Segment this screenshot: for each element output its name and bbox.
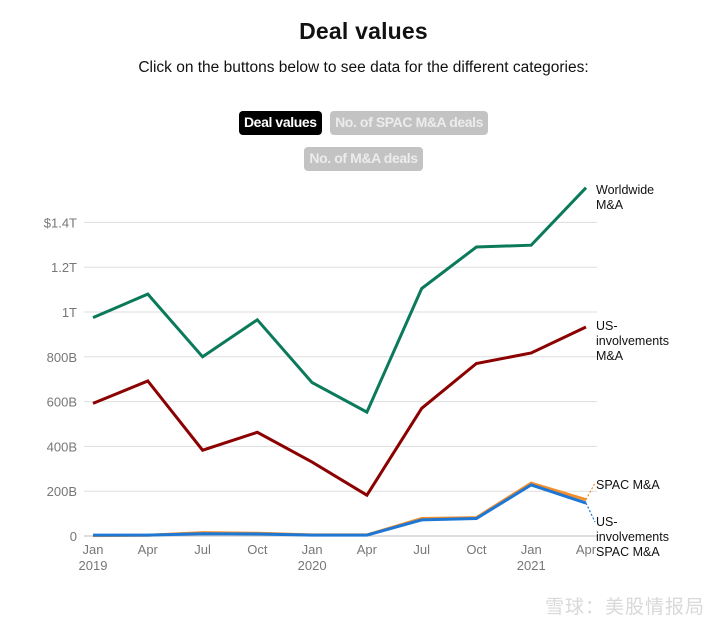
series-lines	[92, 186, 588, 538]
x-tick-label: Apr	[576, 542, 597, 557]
x-tick-label: Apr	[138, 542, 159, 557]
y-tick-label: $1.4T	[44, 215, 77, 230]
y-tick-label: 1.2T	[51, 260, 77, 275]
watermark-text: 雪球：美股情报局	[544, 596, 705, 618]
y-tick-label: 600B	[47, 395, 77, 410]
series-label: SPAC M&A	[596, 478, 660, 492]
series-label: M&A	[596, 198, 624, 212]
chart-subtitle: Click on the buttons below to see data f…	[138, 59, 589, 76]
x-tick-label: Oct	[466, 542, 487, 557]
x-tick-label: Oct	[247, 542, 268, 557]
x-tick-label: Jul	[194, 542, 211, 557]
y-tick-label: 1T	[62, 305, 77, 320]
series-line-us-involvements-spac-m-a	[93, 483, 587, 537]
series-label: involvements	[596, 530, 669, 544]
series-label: involvements	[596, 334, 669, 348]
series-label: Worldwide	[596, 183, 654, 197]
y-tick-label: 800B	[47, 350, 77, 365]
label-leader-line	[585, 502, 596, 523]
series-label: SPAC M&A	[596, 545, 660, 559]
x-tick-label: Jul	[413, 542, 430, 557]
y-tick-label: 200B	[47, 484, 77, 499]
series-label: US-	[596, 319, 618, 333]
label-leader-line	[585, 482, 596, 500]
gridlines	[84, 221, 597, 537]
category-buttons-row-2: No. of M&A deals	[0, 147, 727, 171]
x-tick-year-label: 2021	[517, 558, 546, 573]
x-tick-label: Jan	[521, 542, 542, 557]
series-line-worldwide-m-a	[92, 186, 588, 415]
series-line-us-involvements-m-a	[92, 325, 587, 498]
chart-title: Deal values	[299, 18, 428, 44]
x-tick-label: Jan	[83, 542, 104, 557]
category-buttons-row-1: Deal values No. of SPAC M&A deals	[0, 111, 727, 135]
x-tick-label: Apr	[357, 542, 378, 557]
x-tick-year-label: 2020	[298, 558, 327, 573]
series-label: M&A	[596, 349, 624, 363]
series-label: US-	[596, 515, 618, 529]
y-tick-label: 0	[70, 529, 77, 544]
spac-deals-count-button[interactable]: No. of SPAC M&A deals	[330, 111, 489, 135]
y-tick-label: 400B	[47, 439, 77, 454]
y-axis-ticks: 0 200B 400B 600B 800B 1T 1.2T $1.4T	[44, 215, 77, 544]
x-tick-year-label: 2019	[79, 558, 108, 573]
ma-deals-count-button[interactable]: No. of M&A deals	[304, 147, 423, 171]
deal-values-button[interactable]: Deal values	[238, 111, 322, 135]
x-tick-label: Jan	[302, 542, 323, 557]
